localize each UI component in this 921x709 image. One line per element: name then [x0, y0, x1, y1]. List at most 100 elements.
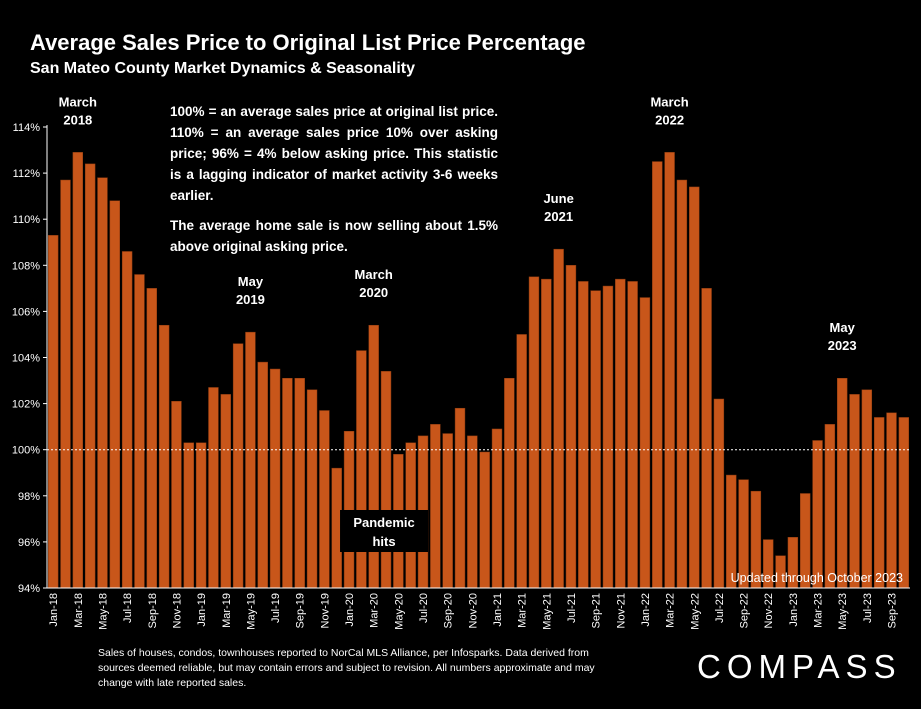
- y-tick-label: 100%: [12, 445, 40, 457]
- y-tick-label: 112%: [13, 168, 41, 180]
- x-tick-label: Sep-19: [295, 593, 307, 628]
- chart-subtitle: San Mateo County Market Dynamics & Seaso…: [30, 60, 415, 77]
- bar-May-18: [97, 177, 108, 589]
- bar-May-23: [837, 377, 848, 589]
- bar-Dec-21: [627, 281, 638, 589]
- x-tick-label: May-19: [245, 593, 257, 630]
- bar-Apr-18: [84, 163, 96, 589]
- annotation-peak: 2020: [359, 285, 388, 300]
- bar-Feb-18: [60, 179, 71, 589]
- note-definition: 100% = an average sales price at origina…: [170, 104, 498, 203]
- bar-May-22: [689, 186, 700, 589]
- bar-Oct-21: [602, 285, 614, 589]
- x-tick-label: Jul-19: [270, 593, 282, 623]
- x-tick-label: Jul-22: [714, 593, 726, 623]
- x-tick-label: Jan-22: [640, 593, 652, 627]
- x-tick-label: Jan-21: [492, 593, 504, 627]
- y-tick-label: 96%: [18, 537, 40, 549]
- bar-Oct-18: [158, 324, 170, 589]
- bar-Jun-18: [109, 200, 120, 589]
- annotation-peak: 2022: [655, 112, 684, 127]
- bar-Feb-19: [208, 387, 219, 589]
- y-tick-label: 102%: [12, 399, 40, 411]
- bar-Jul-22: [713, 398, 725, 589]
- x-tick-label: Jul-21: [566, 593, 578, 623]
- y-tick-label: 108%: [12, 260, 40, 272]
- note-current-status: The average home sale is now selling abo…: [170, 218, 498, 254]
- y-tick-label: 106%: [12, 306, 40, 318]
- x-tick-label: Jul-18: [122, 593, 134, 623]
- x-tick-label: Jan-23: [788, 593, 800, 627]
- bar-Dec-20: [479, 451, 490, 589]
- annotation-box: [340, 510, 429, 552]
- x-tick-label: Nov-18: [171, 593, 183, 628]
- bar-Oct-19: [306, 389, 318, 589]
- annotation-updated: Updated through October 2023: [731, 571, 903, 585]
- bar-Mar-23: [812, 440, 823, 589]
- bar-Feb-20: [356, 350, 367, 589]
- x-tick-label: Jul-20: [418, 593, 430, 623]
- x-tick-label: Nov-21: [615, 593, 627, 628]
- annotation-peak: 2019: [236, 292, 265, 307]
- x-tick-label: Jan-19: [196, 593, 208, 627]
- bar-Jan-18: [47, 235, 59, 589]
- bar-Jun-23: [849, 394, 860, 589]
- bar-Nov-21: [615, 278, 626, 589]
- bar-Nov-18: [171, 401, 182, 589]
- y-tick-label: 114%: [13, 122, 41, 134]
- bar-Nov-20: [467, 435, 478, 589]
- x-tick-label: May-18: [97, 593, 109, 630]
- x-tick-label: Nov-19: [319, 593, 331, 628]
- bar-Jan-21: [491, 428, 503, 589]
- bar-Mar-22: [664, 152, 675, 589]
- bar-Jun-22: [701, 288, 712, 589]
- chart-title: Average Sales Price to Original List Pri…: [30, 30, 586, 55]
- x-tick-label: Sep-21: [591, 593, 603, 628]
- annotation-peak: 2023: [828, 338, 857, 353]
- x-tick-label: Jan-20: [344, 593, 356, 627]
- bar-Aug-18: [134, 274, 145, 589]
- bar-Aug-21: [578, 281, 589, 589]
- x-tick-label: Mar-22: [665, 593, 677, 628]
- annotation-peak: 2018: [63, 112, 92, 127]
- bar-Jul-23: [861, 389, 873, 589]
- bar-Feb-21: [504, 377, 515, 589]
- bar-Sep-19: [294, 377, 305, 589]
- x-tick-label: Jul-23: [862, 593, 874, 623]
- y-tick-label: 98%: [18, 491, 40, 503]
- bar-Jul-19: [269, 368, 281, 589]
- annotation-peak: March: [650, 94, 688, 109]
- x-tick-label: Mar-21: [517, 593, 529, 628]
- x-tick-label: Sep-22: [739, 593, 751, 628]
- bar-Mar-18: [72, 152, 84, 589]
- bar-Jul-18: [121, 251, 133, 589]
- bar-Jul-21: [565, 265, 577, 589]
- bar-Feb-22: [652, 161, 663, 589]
- x-tick-label: May-23: [837, 593, 849, 630]
- bar-Jun-21: [553, 248, 564, 589]
- bar-Nov-19: [319, 410, 330, 589]
- x-tick-label: May-22: [689, 593, 701, 630]
- annotation-peak: May: [830, 320, 856, 335]
- x-tick-label: Nov-20: [467, 593, 479, 628]
- annotation-peak: March: [59, 94, 97, 109]
- x-tick-label: Mar-20: [369, 593, 381, 628]
- annotation-peak: June: [543, 191, 573, 206]
- bar-Aug-19: [282, 377, 293, 589]
- x-tick-label: May-20: [393, 593, 405, 630]
- bar-Jan-22: [639, 297, 651, 589]
- bar-Jan-19: [195, 442, 207, 589]
- bar-Sep-23: [886, 412, 897, 589]
- x-tick-label: Sep-23: [887, 593, 899, 628]
- bar-Jan-20: [343, 431, 355, 589]
- x-tick-label: Sep-18: [147, 593, 159, 628]
- bar-Apr-19: [232, 343, 244, 589]
- bar-Mar-19: [220, 394, 231, 589]
- x-tick-label: Mar-23: [813, 593, 825, 628]
- bar-Apr-23: [824, 424, 836, 589]
- bar-May-19: [245, 331, 256, 589]
- x-tick-label: May-21: [541, 593, 553, 630]
- bar-May-21: [541, 278, 552, 589]
- bar-Dec-18: [183, 442, 194, 589]
